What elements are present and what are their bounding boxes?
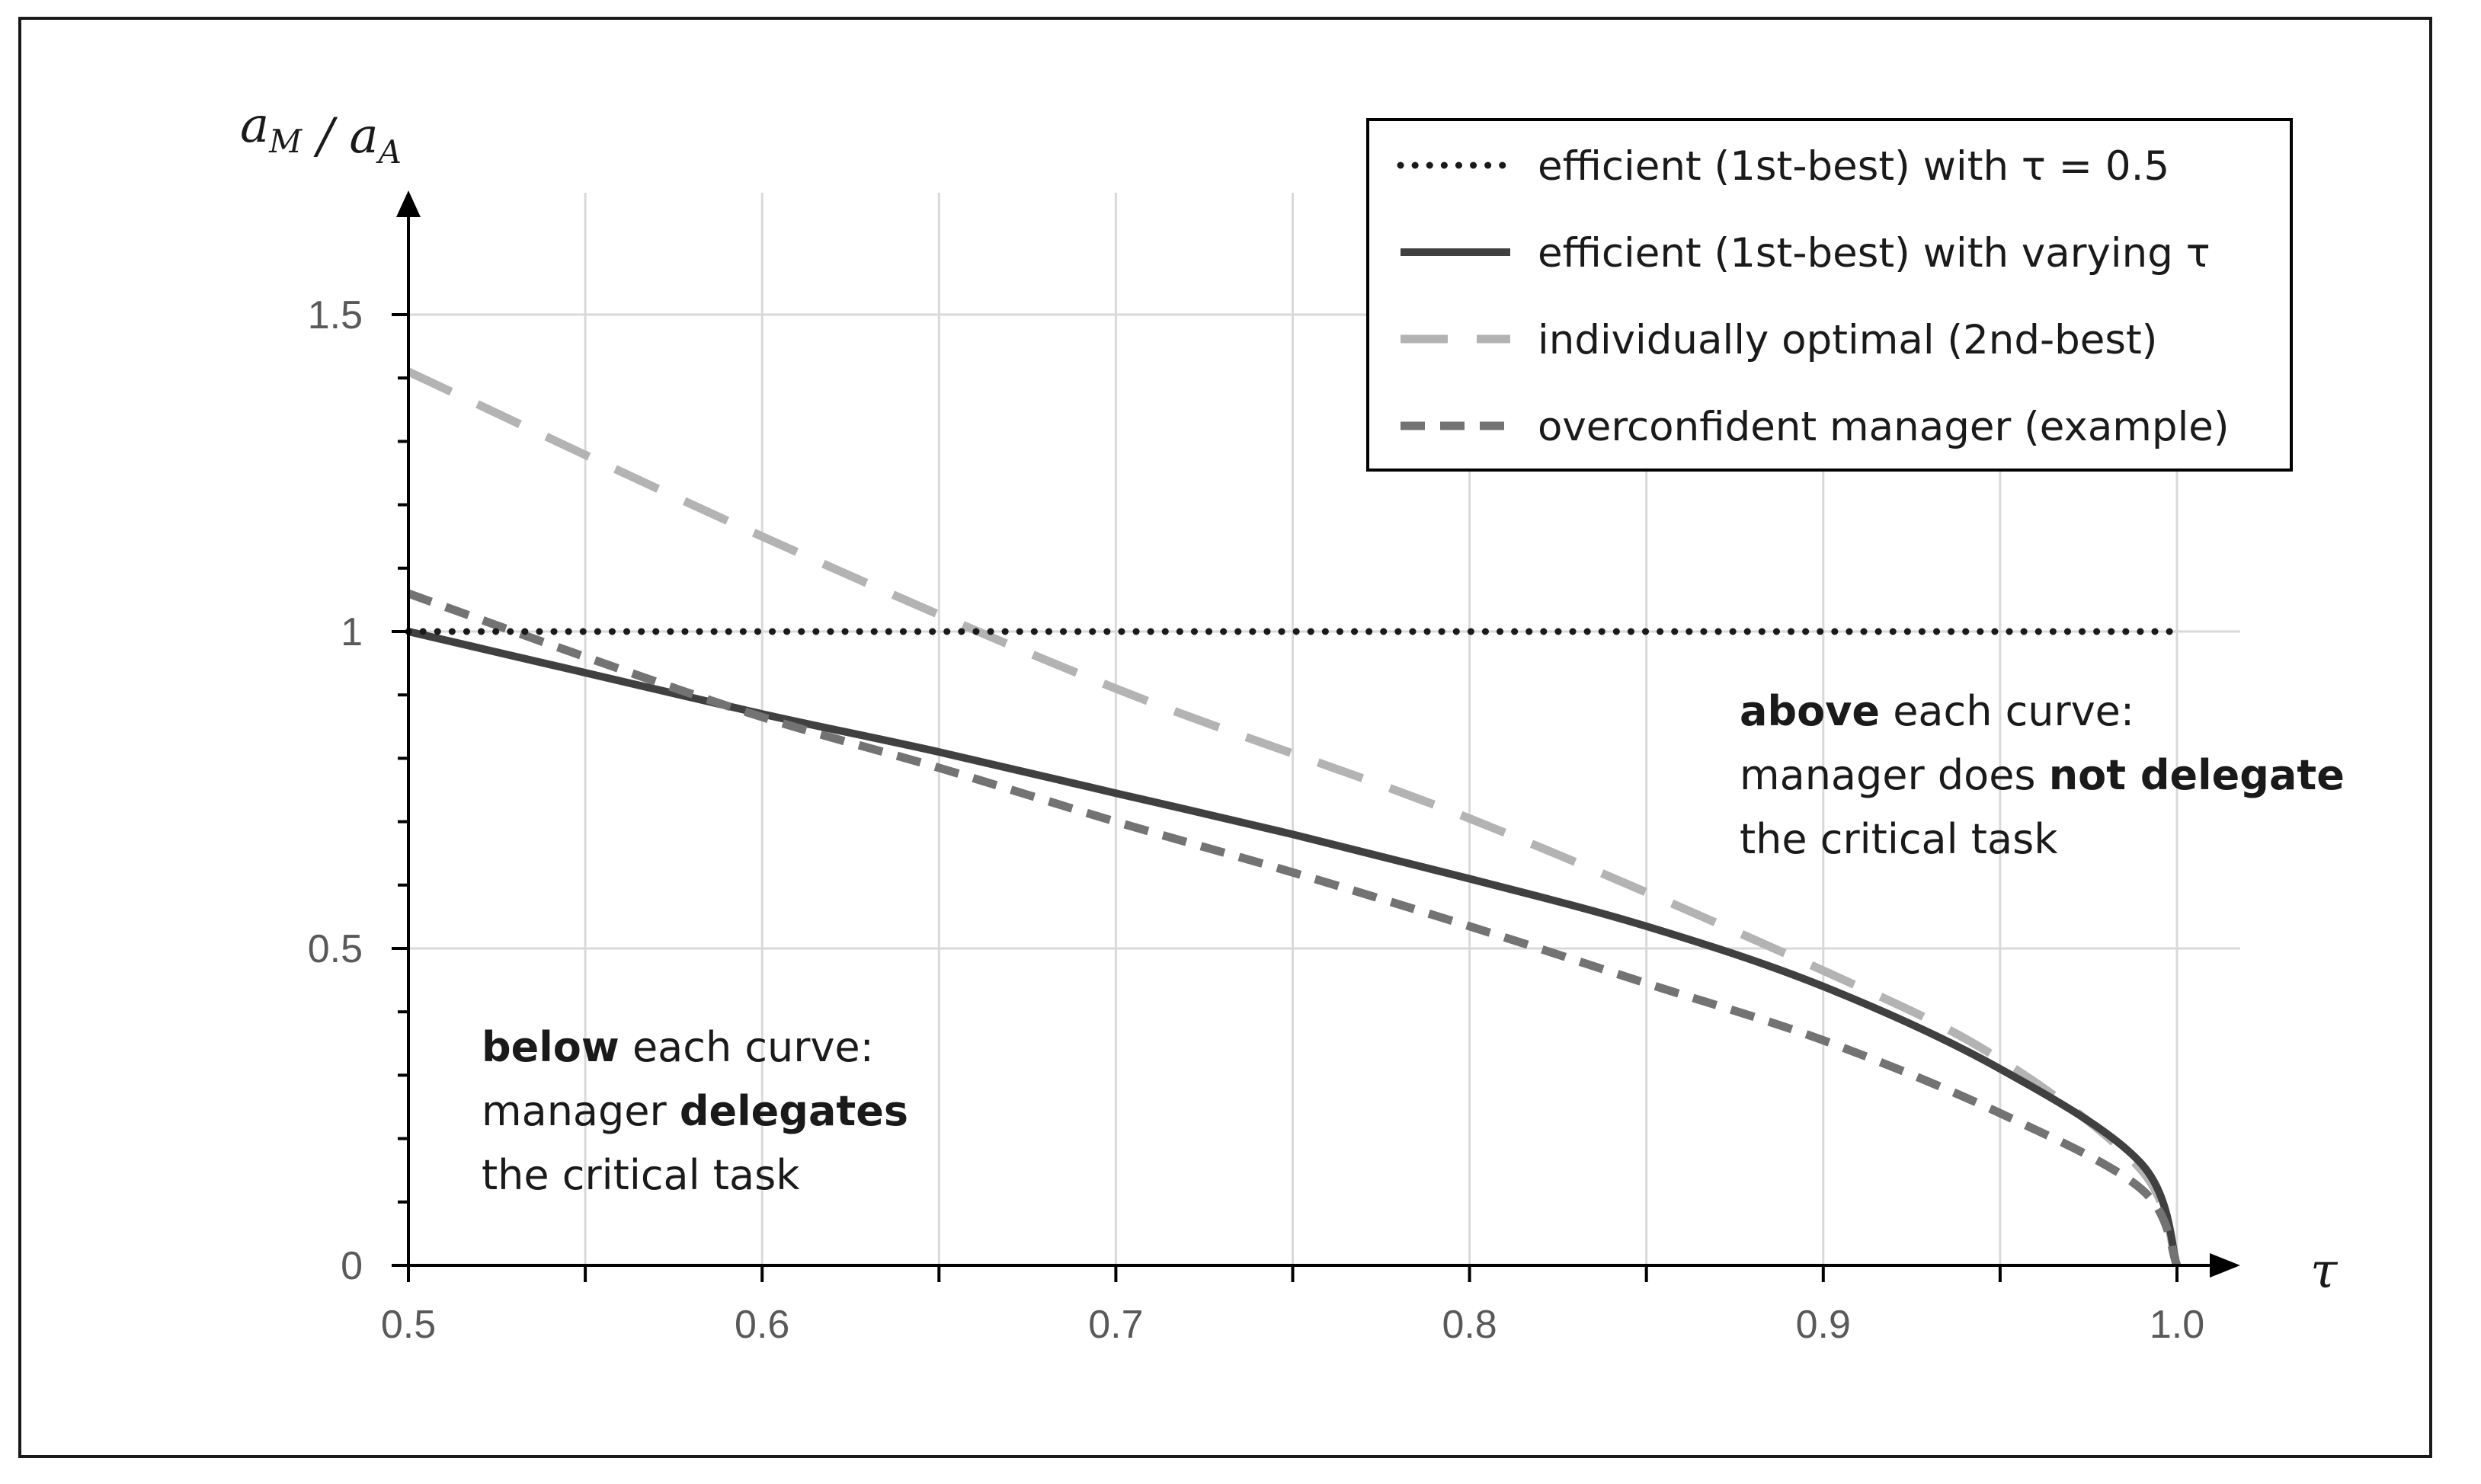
annotation-above-line: manager does not delegate xyxy=(1740,751,2345,799)
y-axis-arrow xyxy=(396,190,421,217)
x-tick-label: 0.8 xyxy=(1442,1303,1497,1347)
legend-box xyxy=(1366,118,2293,472)
legend-label-2: efficient (1st-best) with varying τ xyxy=(1538,230,2210,277)
annotation-below-line: manager delegates xyxy=(482,1087,908,1135)
series-layer xyxy=(405,367,2182,1268)
series-line-3 xyxy=(406,367,2182,1267)
x-tick-label: 0.6 xyxy=(735,1303,789,1347)
annotation-below-line: the critical task xyxy=(482,1151,800,1199)
series-line-2 xyxy=(407,628,2181,1267)
legend-label-1: efficient (1st-best) with τ = 0.5 xyxy=(1538,143,2169,190)
x-axis-arrow xyxy=(2210,1253,2240,1278)
legend-label-4: overconfident manager (example) xyxy=(1538,404,2230,450)
legend: efficient (1st-best) with τ = 0.5 efficie… xyxy=(1366,118,2293,472)
x-tick-label: 1.0 xyxy=(2150,1303,2204,1347)
annotation-above-line: the critical task xyxy=(1740,815,2058,863)
x-tick-label: 0.9 xyxy=(1796,1303,1851,1347)
x-axis-label: τ xyxy=(2310,1243,2339,1300)
y-tick-label: 0 xyxy=(341,1244,363,1288)
y-tick-label: 1 xyxy=(341,610,363,654)
axes: 0.5 0.6 0.7 0.8 0.9 1.0 0 0.5 1 1.5 aM / aA τ xyxy=(240,98,2339,1347)
x-tick-label: 0.5 xyxy=(381,1303,436,1347)
legend-label-3: individually optimal (2nd-best) xyxy=(1538,317,2157,363)
annotation-below-line: below each curve: xyxy=(482,1023,874,1071)
y-axis-label: aM / aA xyxy=(240,98,402,171)
series-line-4 xyxy=(407,589,2182,1268)
annotations: above each curve: manager does not delega… xyxy=(482,687,2345,1199)
annotation-above-line: above each curve: xyxy=(1740,687,2134,735)
x-tick-label: 0.7 xyxy=(1088,1303,1143,1347)
y-tick-label: 0.5 xyxy=(308,927,363,971)
y-tick-label: 1.5 xyxy=(308,293,363,337)
